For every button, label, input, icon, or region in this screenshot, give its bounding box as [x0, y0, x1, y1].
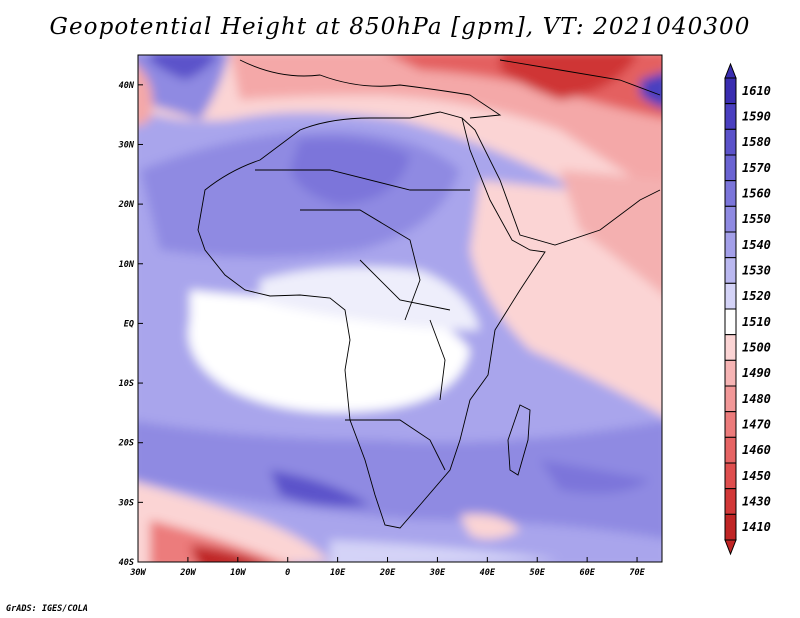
lon-tick-label: 40E: [480, 568, 496, 578]
colorbar-swatch: [724, 103, 737, 130]
grads-credit: GrADS: IGES/COLA: [6, 604, 88, 614]
colorbar-swatch: [724, 359, 737, 387]
lon-tick-label: 20E: [379, 568, 396, 578]
lon-tick-label: 30E: [429, 568, 446, 578]
colorbar-swatch: [724, 308, 737, 336]
colorbar-label: 1500: [742, 341, 771, 355]
lat-tick-label: 10N: [119, 260, 135, 270]
colorbar-label: 1410: [742, 520, 771, 534]
map-title: Geopotential Height at 850hPa [gpm], VT:…: [49, 14, 751, 40]
colorbar-swatch: [724, 257, 737, 284]
colorbar-swatch: [724, 282, 737, 310]
colorbar-swatch: [724, 411, 737, 438]
colorbar-swatch: [724, 231, 737, 259]
colorbar-swatch: [724, 334, 737, 361]
colorbar-label: 1510: [742, 315, 771, 329]
lon-tick-label: 20W: [179, 568, 196, 578]
lon-tick-label: 10E: [330, 568, 346, 578]
lon-tick-label: 70E: [629, 568, 645, 578]
lon-tick-label: 50E: [530, 568, 546, 578]
colorbar-label: 1570: [742, 161, 771, 175]
colorbar-swatch: [724, 436, 737, 464]
colorbar-label: 1530: [742, 264, 771, 278]
lon-tick-label: 0: [285, 568, 290, 578]
colorbar-label: 1580: [742, 135, 771, 149]
colorbar-swatch: [724, 488, 737, 515]
lat-tick-label: 30N: [118, 140, 135, 150]
colorbar-swatch: [724, 180, 737, 207]
colorbar-label: 1450: [742, 469, 771, 483]
colorbar-top-arrow: [724, 62, 737, 79]
colorbar-swatch: [724, 205, 737, 233]
colorbar-label: 1540: [742, 238, 771, 252]
colorbar-swatch: [724, 77, 737, 105]
colorbar-bottom-arrow: [724, 539, 737, 556]
lat-tick-label: 10S: [119, 379, 134, 389]
colorbar-label: 1520: [742, 289, 771, 303]
lat-tick-label: 40S: [119, 558, 134, 568]
lon-tick-label: 60E: [579, 568, 595, 578]
height-field: [138, 55, 662, 562]
colorbar-label: 1490: [742, 366, 771, 380]
lat-tick-label: 20N: [118, 200, 135, 210]
coastlines: [197, 59, 661, 529]
lat-tick-label: 30S: [118, 498, 134, 508]
colorbar: 1610 1590 1580 1570 1560 1550 1540 1530 1520 1510…: [724, 62, 771, 556]
colorbar-label: 1470: [742, 418, 771, 432]
colorbar-label: 1430: [742, 495, 771, 509]
colorbar-swatch: [724, 385, 737, 413]
lat-tick-label: 40N: [119, 81, 135, 91]
lon-tick-label: 10W: [230, 568, 246, 578]
colorbar-label: 1460: [742, 443, 771, 457]
colorbar-label: 1560: [742, 187, 771, 201]
colorbar-label: 1550: [742, 212, 771, 226]
colorbar-swatch: [724, 513, 737, 541]
colorbar-swatch: [724, 462, 737, 490]
colorbar-label: 1480: [742, 392, 771, 406]
lon-tick-label: 30W: [129, 568, 146, 578]
colorbar-label: 1610: [742, 84, 771, 98]
latitude-axis: 40N 30N 20N 10N EQ 10S 20S 30S 40S: [118, 81, 143, 568]
colorbar-swatch: [724, 154, 737, 182]
lat-tick-label: 20S: [118, 439, 134, 449]
colorbar-label: 1590: [742, 110, 771, 124]
lat-tick-label: EQ: [124, 319, 134, 329]
plot-frame: [137, 54, 663, 563]
colorbar-swatch: [724, 128, 737, 156]
longitude-axis: 30W 20W 10W 0 10E 20E 30E 40E 50E 60E 70E: [129, 557, 646, 578]
